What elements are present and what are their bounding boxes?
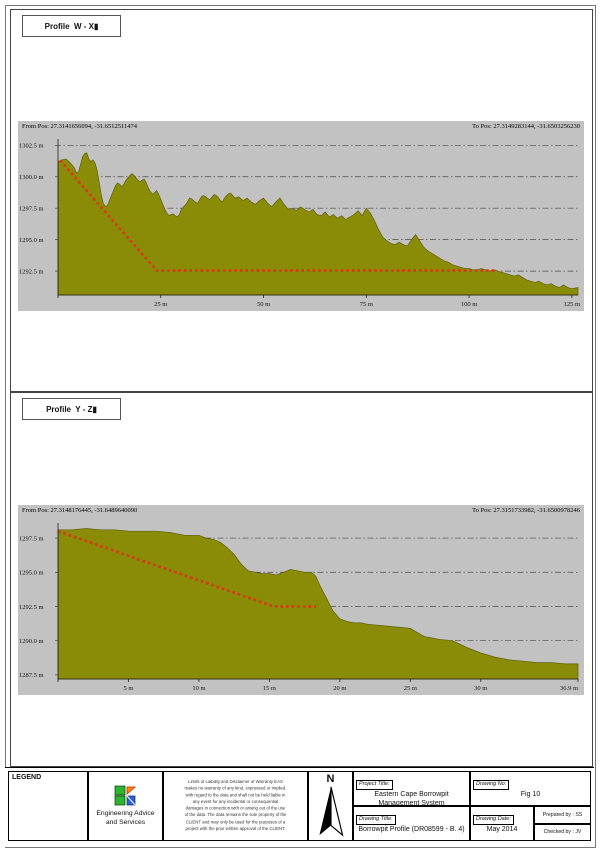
terrain-area [57,152,579,296]
y-axis-label: 1292.5 m [19,268,44,275]
profile-wx-title-box: Profile W - X▮ [22,15,121,37]
profile-wx-chart: 1302.5 m 1300.0 m 1297.5 m 1295.0 m 1292.5 m… [19,139,580,308]
profile-yz-chart-panel: From Pos: 27.3148176445, -31.6489640090 … [18,505,584,695]
to-pos-label: To Pos: 27.3151733982, -31.6500978246 [472,507,580,514]
y-axis-label: 1300.0 m [19,174,44,181]
company-cell: Engineering Advice and Services [88,771,163,841]
north-label: N [326,773,335,785]
x-axis-label: 20 m [333,685,346,692]
drawing-no-value: Fig 10 [520,791,541,798]
profile-wx-section: Profile W - X▮ From Pos: 27.3141656094, … [10,9,593,392]
y-axis-label: 1302.5 m [19,143,44,150]
prepared-by-cell: Prepared by : SS [534,806,591,824]
title-block-right: Project Title: Eastern Cape Borrowpit Ma… [353,771,591,841]
profile-wx-chart-panel: From Pos: 27.3141656094, -31.6512511474 … [18,121,584,311]
y-axis-label: 1295.0 m [19,570,44,577]
x-axis-label: 100 m [461,301,477,308]
x-axis-label: 50 m [257,301,270,308]
checked-by-value: Checked by : JV [543,829,582,836]
drawing-date-label: Drawing Date: [473,815,514,825]
design-level-line [59,159,496,272]
profile-wx-title: Profile W - X▮ [44,21,99,31]
x-axis-label: 10 m [192,685,205,692]
north-arrow-icon [318,786,344,837]
prepared-by-value: Prepared by : SS [542,811,583,818]
y-axis-label: 1287.5 m [19,672,44,679]
project-title-cell: Project Title: Eastern Cape Borrowpit Ma… [353,771,470,807]
y-axis-label: 1297.5 m [19,205,44,212]
drawing-date-value: May 2014 [486,826,518,833]
profile-yz-title-box: Profile Y - Z▮ [22,398,121,420]
profile-yz-section: Profile Y - Z▮ From Pos: 27.3148176445, … [10,392,593,767]
x-axis-label: 15 m [263,685,276,692]
company-name: Engineering Advice and Services [96,810,155,826]
y-axis-label: 1292.5 m [19,604,44,611]
drawing-title-cell: Drawing Title: Borrowpit Profile (DR0859… [353,806,470,841]
project-title-value: Eastern Cape Borrowpit Management System [374,791,449,807]
x-axis-label: 5 m [123,685,133,692]
checked-by-cell: Checked by : JV [534,823,591,841]
eas-logo-icon [114,785,136,806]
to-pos-label: To Pos: 27.3149283144, -31.6503256230 [472,123,580,130]
title-block: LEGEND Engineering Advice and Services L… [5,767,594,847]
profile-yz-chart: 1297.5 m 1295.0 m 1292.5 m 1290.0 m 1287.5 m… [19,523,579,692]
y-axis-label: 1295.0 m [19,237,44,244]
x-axis-label: 125 m [564,301,580,308]
x-axis-label: 36.9 m [560,685,578,692]
terrain-area [57,528,579,680]
legend-label: LEGEND [12,774,42,781]
legend-cell: LEGEND [8,771,88,841]
x-axis-label: 25 m [154,301,167,308]
drawing-title-label: Drawing Title: [356,815,396,825]
disclaimer-cell: Limits of Liability and Disclaimer of Wa… [163,771,308,841]
x-axis-label: 75 m [360,301,373,308]
disclaimer-text: Limits of Liability and Disclaimer of Wa… [184,779,287,832]
drawing-no-label: Drawing No: [473,780,510,790]
drawing-date-cell: Drawing Date: May 2014 [470,806,534,841]
y-axis-label: 1297.5 m [19,535,44,542]
y-axis-label: 1290.0 m [19,638,44,645]
from-pos-label: From Pos: 27.3148176445, -31.6489640090 [22,507,138,514]
x-axis-label: 30 m [474,685,487,692]
page-frame [5,5,596,848]
north-arrow-cell: N [308,771,353,841]
from-pos-label: From Pos: 27.3141656094, -31.6512511474 [22,123,137,130]
drawing-no-cell: Drawing No: Fig 10 [470,771,591,806]
drawing-title-value: Borrowpit Profile (DR08599 - B. 4) [358,826,465,833]
x-axis-label: 25 m [404,685,417,692]
profile-yz-title: Profile Y - Z▮ [46,404,97,414]
project-title-label: Project Title: [356,780,393,790]
